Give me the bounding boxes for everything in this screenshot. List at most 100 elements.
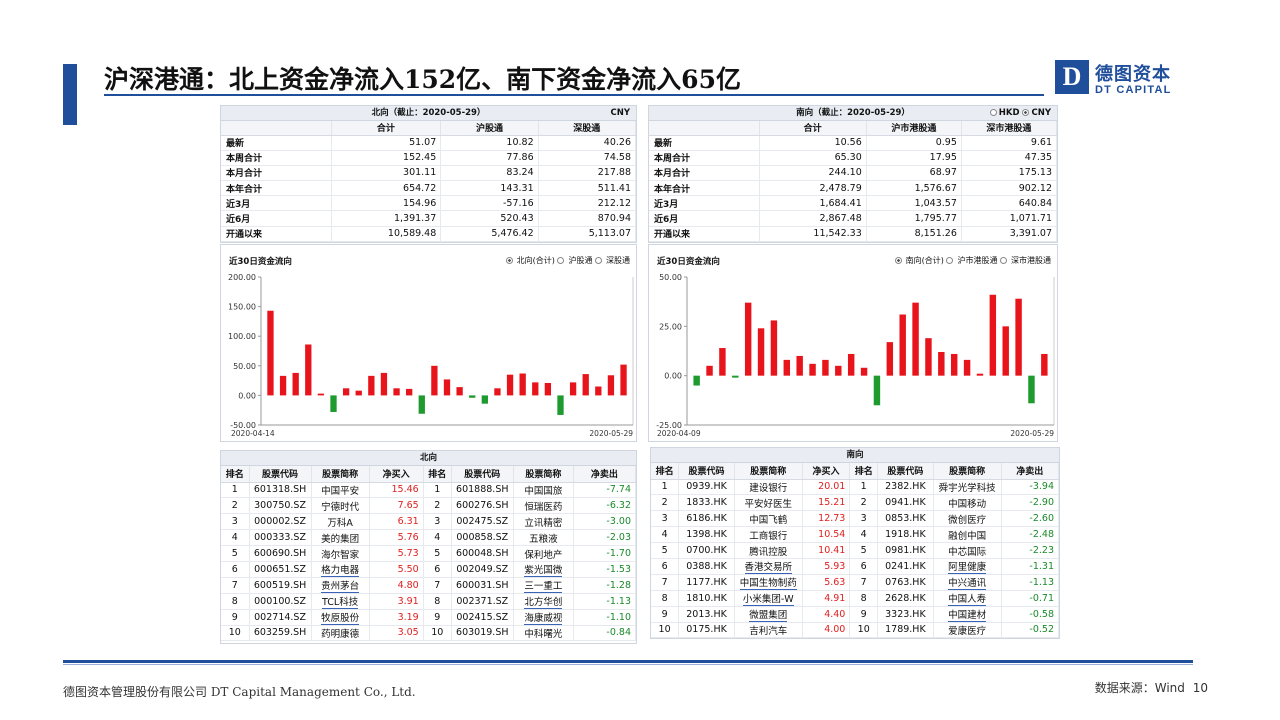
stock-name[interactable]: 阿里健康 xyxy=(933,558,1002,575)
stock-link[interactable]: 工商银行 xyxy=(749,530,788,542)
option-radio[interactable] xyxy=(505,257,513,264)
stock-name[interactable]: 海尔智家 xyxy=(311,545,370,562)
stock-name[interactable]: 宁德时代 xyxy=(311,497,370,515)
stock-name[interactable]: 工商银行 xyxy=(734,526,803,544)
stock-name[interactable]: 紫光国微 xyxy=(513,561,574,578)
stock-link[interactable]: 中国生物制药 xyxy=(739,578,797,590)
stock-link[interactable]: 保利地产 xyxy=(524,549,563,561)
stock-name[interactable]: TCL科技 xyxy=(311,593,370,610)
stock-link[interactable]: 美的集团 xyxy=(321,533,360,545)
stock-name[interactable]: 爱康医疗 xyxy=(933,622,1002,639)
stock-name[interactable]: 恒瑞医药 xyxy=(513,497,574,515)
option-radio[interactable] xyxy=(894,257,902,264)
stock-name[interactable]: 中国人寿 xyxy=(933,590,1002,607)
stock-link[interactable]: 香港交易所 xyxy=(744,562,793,574)
stock-code: 000651.SZ xyxy=(249,561,312,578)
stock-link[interactable]: 立讯精密 xyxy=(524,517,563,529)
stock-link[interactable]: 吉利汽车 xyxy=(749,625,788,637)
stock-link[interactable]: 微盟集团 xyxy=(749,610,788,622)
stock-link[interactable]: 融创中国 xyxy=(948,530,987,542)
stock-link[interactable]: 爱康医疗 xyxy=(948,625,987,637)
cny-radio[interactable] xyxy=(1022,109,1030,116)
stock-link[interactable]: 北方华创 xyxy=(524,597,563,609)
stock-name[interactable]: 微创医疗 xyxy=(933,510,1002,528)
north-chart-options[interactable]: 北向(合计) 沪股通 深股通 xyxy=(505,255,630,266)
stock-name[interactable]: 牧原股份 xyxy=(311,609,370,626)
column-header: 股票简称 xyxy=(734,463,803,480)
summary-row: 近3月 1,684.41 1,043.57 640.84 xyxy=(649,195,1058,212)
stock-link[interactable]: 中国移动 xyxy=(948,498,987,510)
stock-link[interactable]: 万科A xyxy=(327,517,353,529)
stock-link[interactable]: 中芯国际 xyxy=(948,546,987,558)
stock-link[interactable]: 中国平安 xyxy=(321,485,360,497)
stock-name[interactable]: 中兴通讯 xyxy=(933,574,1002,591)
stock-name[interactable]: 中芯国际 xyxy=(933,542,1002,559)
stock-name[interactable]: 微盟集团 xyxy=(734,606,803,623)
cell-value: 9.61 xyxy=(961,135,1058,151)
stock-name[interactable]: 万科A xyxy=(311,513,370,531)
stock-link[interactable]: 中国人寿 xyxy=(948,594,987,606)
stock-link[interactable]: 五粮液 xyxy=(529,533,558,545)
stock-name[interactable]: 海康威视 xyxy=(513,609,574,626)
option-radio[interactable] xyxy=(595,257,602,264)
stock-link[interactable]: 海康威视 xyxy=(524,613,563,625)
stock-name[interactable]: 建设银行 xyxy=(734,479,803,496)
stock-link[interactable]: 贵州茅台 xyxy=(321,581,360,593)
stock-link[interactable]: 中国建材 xyxy=(948,610,987,622)
stock-name[interactable]: 北方华创 xyxy=(513,593,574,610)
stock-name[interactable]: 药明康德 xyxy=(311,625,370,642)
option-label: 深股通 xyxy=(606,256,630,265)
stock-name[interactable]: 格力电器 xyxy=(311,561,370,578)
stock-link[interactable]: 三一重工 xyxy=(524,581,563,593)
option-radio[interactable] xyxy=(557,257,565,264)
net-buy: 10.41 xyxy=(802,542,851,559)
stock-name[interactable]: 中国移动 xyxy=(933,494,1002,512)
stock-link[interactable]: 格力电器 xyxy=(321,565,360,577)
rank-cell: 5 xyxy=(849,542,879,559)
stock-link[interactable]: 中国国旅 xyxy=(524,485,563,497)
stock-name[interactable]: 腾讯控股 xyxy=(734,542,803,559)
stock-name[interactable]: 立讯精密 xyxy=(513,513,574,531)
stock-name[interactable]: 中国国旅 xyxy=(513,482,574,499)
stock-name[interactable]: 吉利汽车 xyxy=(734,622,803,639)
stock-link[interactable]: 宁德时代 xyxy=(321,501,360,513)
stock-link[interactable]: 微创医疗 xyxy=(948,514,987,526)
stock-link[interactable]: 中兴通讯 xyxy=(948,578,987,590)
stock-name[interactable]: 香港交易所 xyxy=(734,558,803,575)
stock-link[interactable]: 中科曙光 xyxy=(524,628,563,640)
table-row: 9 2013.HK 微盟集团 4.40 9 3323.HK 中国建材 -0.58 xyxy=(651,606,1060,623)
stock-link[interactable]: 中国飞鹤 xyxy=(749,514,788,526)
stock-name[interactable]: 贵州茅台 xyxy=(311,577,370,594)
south-chart-options[interactable]: 南向(合计) 沪市港股通 深市港股通 xyxy=(894,255,1051,266)
stock-link[interactable]: 药明康德 xyxy=(321,628,360,640)
stock-link[interactable]: 腾讯控股 xyxy=(749,546,788,558)
stock-link[interactable]: TCL科技 xyxy=(322,597,359,609)
bar xyxy=(925,338,932,376)
hkd-radio[interactable] xyxy=(989,109,997,116)
stock-name[interactable]: 中国平安 xyxy=(311,482,370,499)
stock-link[interactable]: 平安好医生 xyxy=(744,498,793,510)
stock-name[interactable]: 三一重工 xyxy=(513,577,574,594)
stock-name[interactable]: 小米集团-W xyxy=(734,590,803,607)
option-radio[interactable] xyxy=(946,257,954,264)
south-currency-toggle[interactable]: HKD CNY xyxy=(989,106,1051,121)
stock-name[interactable]: 平安好医生 xyxy=(734,494,803,512)
stock-name[interactable]: 舜宇光学科技 xyxy=(933,479,1002,496)
stock-name[interactable]: 美的集团 xyxy=(311,529,370,547)
stock-link[interactable]: 阿里健康 xyxy=(948,562,987,574)
stock-name[interactable]: 中国生物制药 xyxy=(734,574,803,591)
stock-link[interactable]: 牧原股份 xyxy=(321,613,360,625)
stock-link[interactable]: 小米集团-W xyxy=(742,594,794,606)
stock-link[interactable]: 建设银行 xyxy=(749,482,788,494)
stock-name[interactable]: 中科曙光 xyxy=(513,625,574,642)
stock-name[interactable]: 五粮液 xyxy=(513,529,574,547)
stock-name[interactable]: 融创中国 xyxy=(933,526,1002,544)
stock-name[interactable]: 中国飞鹤 xyxy=(734,510,803,528)
stock-link[interactable]: 舜宇光学科技 xyxy=(938,482,996,494)
option-radio[interactable] xyxy=(1000,257,1007,264)
stock-link[interactable]: 紫光国微 xyxy=(524,565,563,577)
stock-name[interactable]: 中国建材 xyxy=(933,606,1002,623)
stock-link[interactable]: 恒瑞医药 xyxy=(524,501,563,513)
stock-link[interactable]: 海尔智家 xyxy=(321,549,360,561)
stock-name[interactable]: 保利地产 xyxy=(513,545,574,562)
